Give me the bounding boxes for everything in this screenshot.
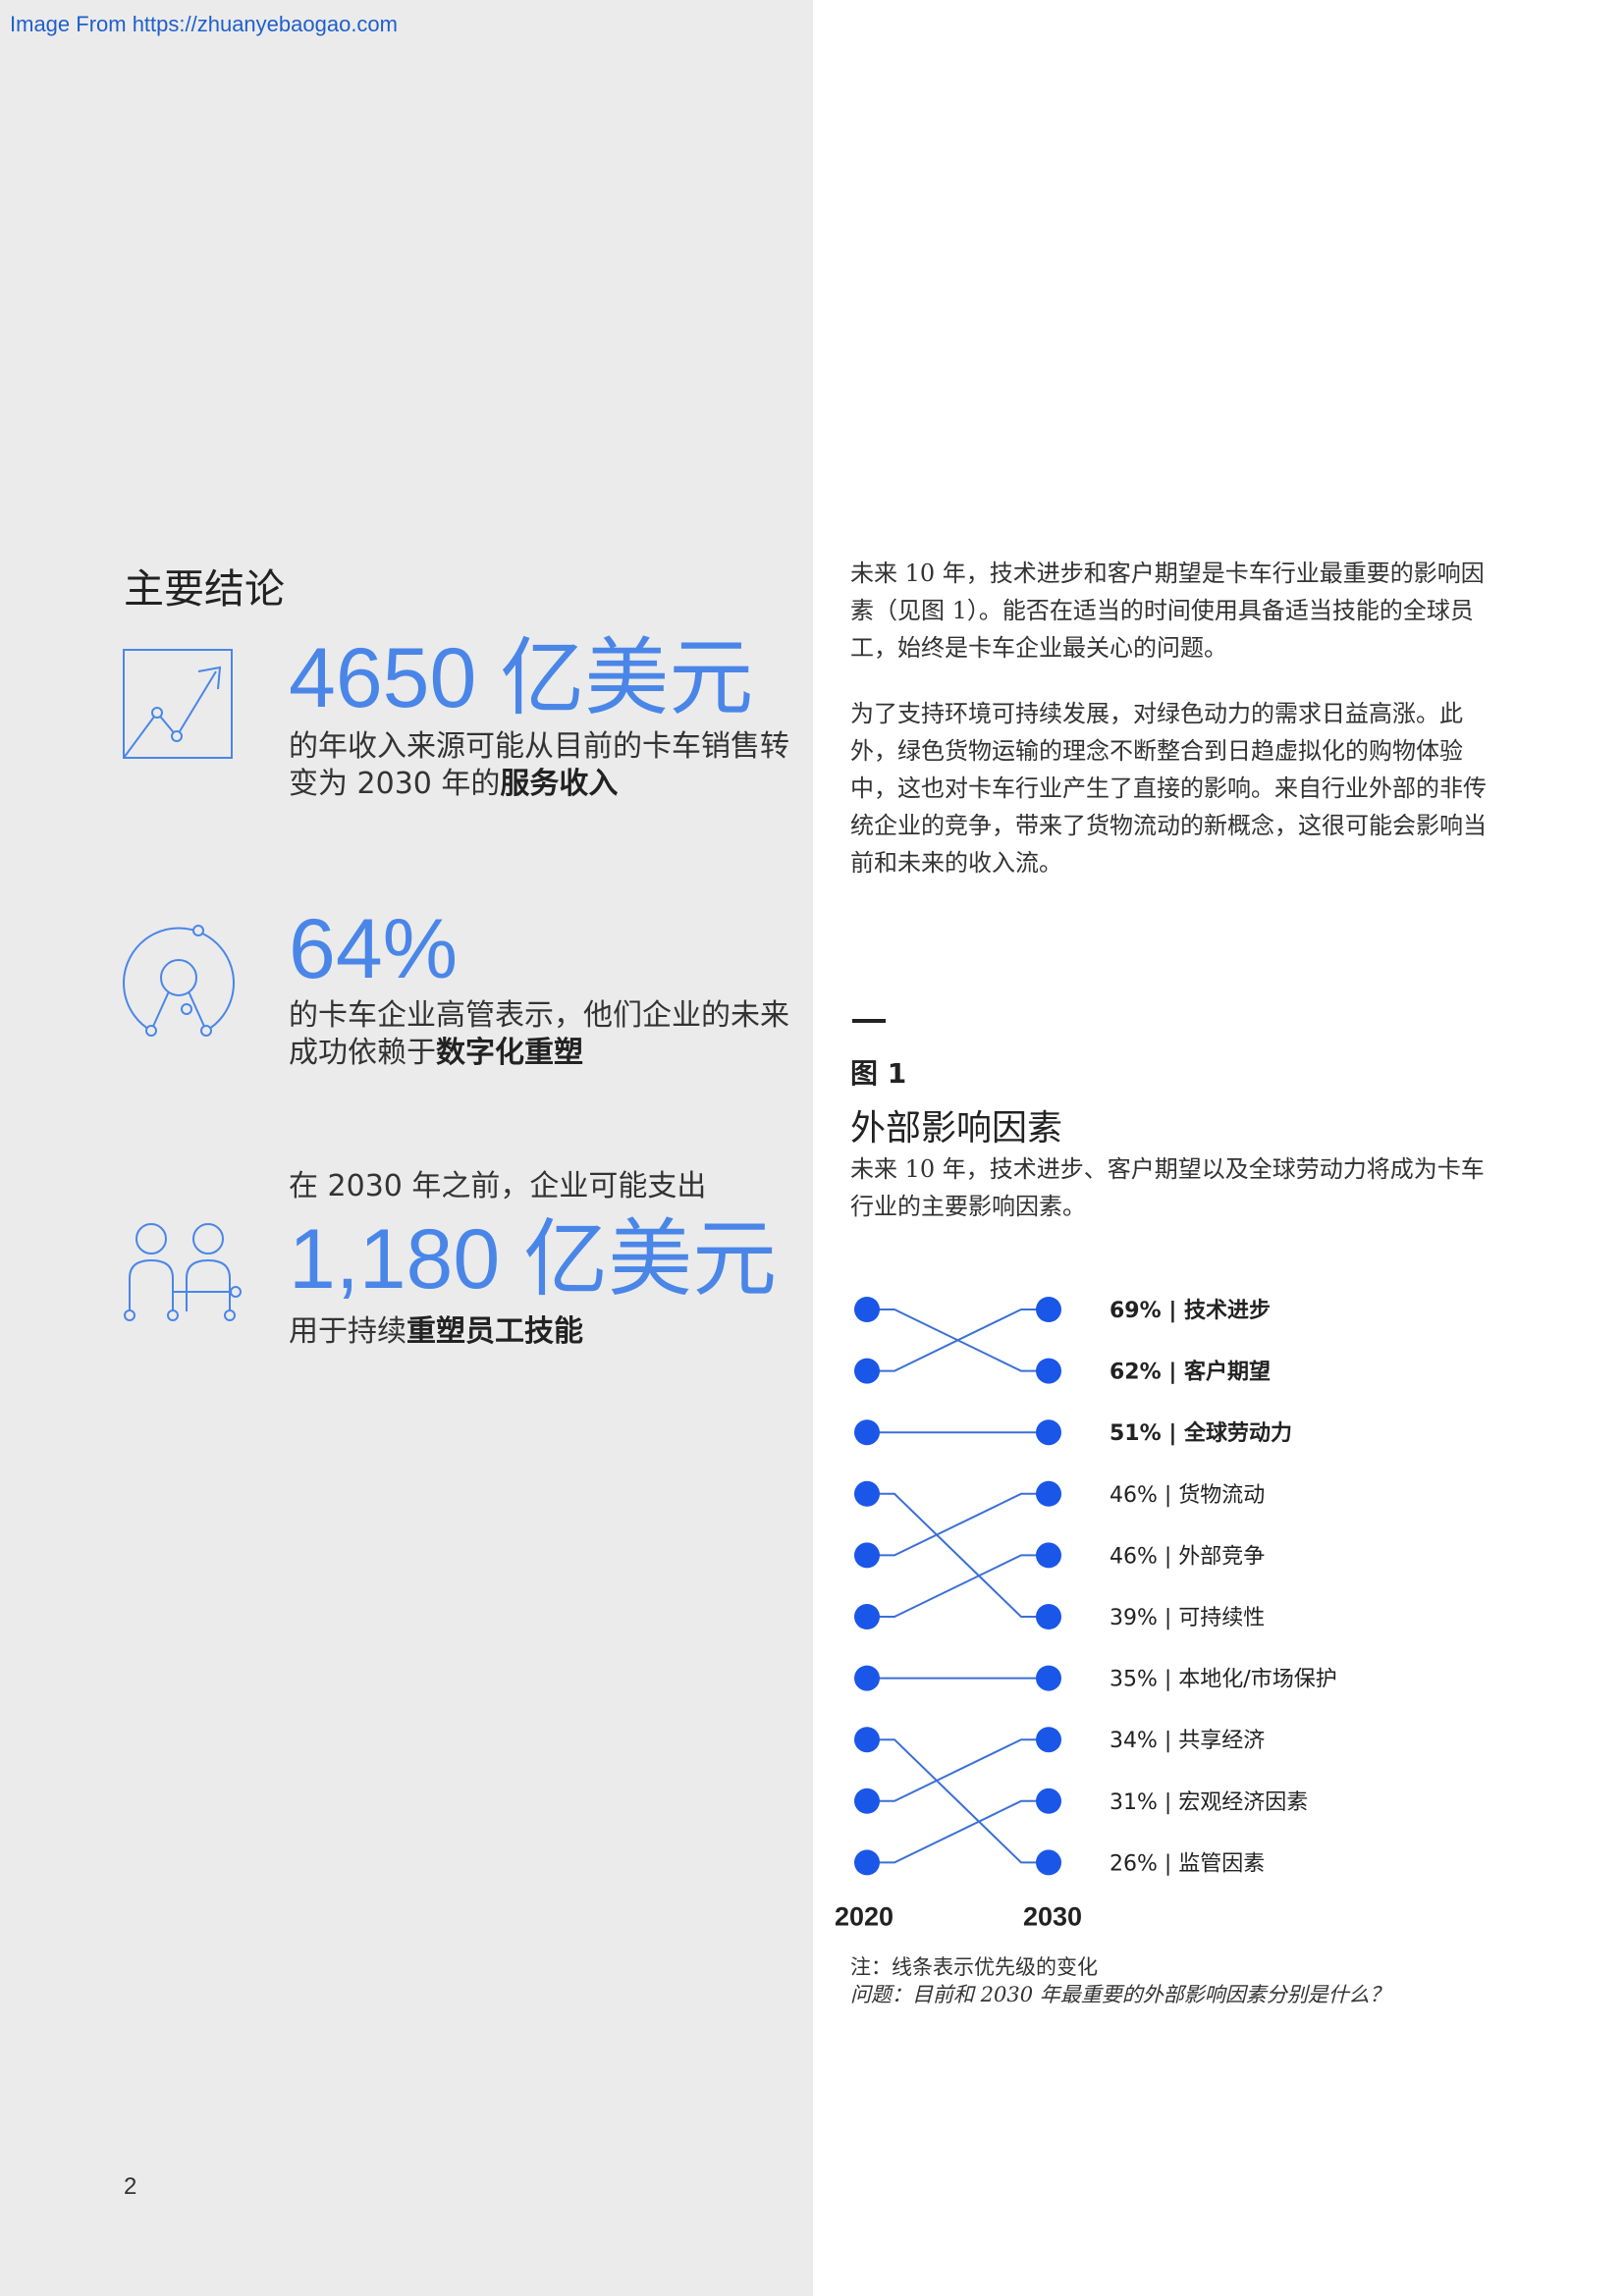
page-number: 2 [124, 2173, 137, 2200]
people-network-icon [124, 1223, 242, 1321]
stat-desc-revenue: 的年收入来源可能从目前的卡车销售转变为 2030 年的服务收入 [289, 729, 789, 801]
slope-line-3 [867, 1492, 1049, 1557]
slope-line-9 [867, 1738, 1049, 1864]
factor-label-7: 34% | 共享经济 [1110, 1729, 1265, 1753]
factor-label-5: 39% | 可持续性 [1110, 1606, 1265, 1630]
node-2020-7 [854, 1788, 880, 1814]
node-2020-3 [854, 1542, 880, 1569]
node-2020-9 [854, 1727, 880, 1753]
figure-label: 图 1 [850, 1057, 907, 1090]
factor-label-0: 69% | 技术进步 [1110, 1298, 1271, 1323]
node-2020-6 [854, 1665, 880, 1691]
factor-label-6: 35% | 本地化/市场保护 [1110, 1668, 1337, 1692]
factor-label-1: 62% | 客户期望 [1110, 1360, 1271, 1385]
node-2020-5 [854, 1480, 880, 1507]
node-2020-4 [854, 1604, 880, 1629]
node-2030-6 [1036, 1665, 1061, 1691]
slope-line-8 [867, 1799, 1049, 1864]
x-label-2030: 2030 [1023, 1901, 1082, 1931]
factor-label-9: 26% | 监管因素 [1110, 1851, 1265, 1876]
circular-network-icon [123, 925, 235, 1037]
trend-chart-icon [123, 649, 233, 759]
factor-label-2: 51% | 全球劳动力 [1110, 1420, 1292, 1446]
slope-line-5 [867, 1492, 1049, 1618]
body-paragraph-1: 未来 10 年，技术进步和客户期望是卡车行业最重要的影响因素（见图 1）。能否在… [850, 560, 1485, 662]
node-2030-0 [1036, 1297, 1061, 1322]
watermark-link[interactable]: Image From https://zhuanyebaogao.com [10, 12, 398, 36]
factor-label-8: 31% | 宏观经济因素 [1110, 1790, 1308, 1815]
node-2020-8 [854, 1849, 880, 1876]
key-findings-title: 主要结论 [124, 565, 285, 613]
stat-lead-reskill: 在 2030 年之前，企业可能支出 [289, 1169, 707, 1203]
stat-desc-reskill: 用于持续重塑员工技能 [289, 1314, 583, 1349]
stat-value-reskill: 1,180 亿美元 [289, 1212, 778, 1307]
slope-line-1 [867, 1308, 1049, 1372]
node-2020-1 [854, 1297, 880, 1322]
x-label-2020: 2020 [835, 1901, 893, 1931]
node-2020-2 [854, 1419, 880, 1446]
stat-desc-digital: 的卡车企业高管表示，他们企业的未来成功依赖于数字化重塑 [289, 998, 789, 1070]
figure-question: 问题：目前和 2030 年最重要的外部影响因素分别是什么？ [850, 1983, 1390, 2006]
factor-label-3: 46% | 货物流动 [1110, 1483, 1265, 1508]
figure-note: 注：线条表示优先级的变化 [850, 1955, 1098, 1979]
figure-subtitle: 未来 10 年，技术进步、客户期望以及全球劳动力将成为卡车行业的主要影响因素。 [850, 1155, 1485, 1220]
node-2030-9 [1036, 1849, 1061, 1876]
node-2030-4 [1036, 1542, 1061, 1569]
node-2030-8 [1036, 1788, 1061, 1814]
body-paragraph-2: 为了支持环境可持续发展，对绿色动力的需求日益高涨。此外，绿色货物运输的理念不断整… [850, 700, 1487, 877]
factor-label-4: 46% | 外部竞争 [1110, 1544, 1265, 1569]
figure-divider [852, 1019, 886, 1023]
slope-line-4 [867, 1554, 1049, 1618]
figure-title: 外部影响因素 [850, 1108, 1063, 1148]
slope-chart: 69% | 技术进步 62% | 客户期望 51% | 全球劳动力 46% | 货物流… [835, 1297, 1337, 1931]
left-panel [0, 0, 813, 2296]
node-2030-7 [1036, 1727, 1061, 1753]
stat-value-digital: 64% [289, 902, 459, 996]
node-2030-5 [1036, 1604, 1061, 1629]
node-2020-0 [854, 1358, 880, 1384]
stat-value-revenue: 4650 亿美元 [289, 631, 754, 725]
node-2030-3 [1036, 1480, 1061, 1507]
node-2030-1 [1036, 1358, 1061, 1384]
node-2030-2 [1036, 1419, 1061, 1446]
slope-line-7 [867, 1738, 1049, 1802]
